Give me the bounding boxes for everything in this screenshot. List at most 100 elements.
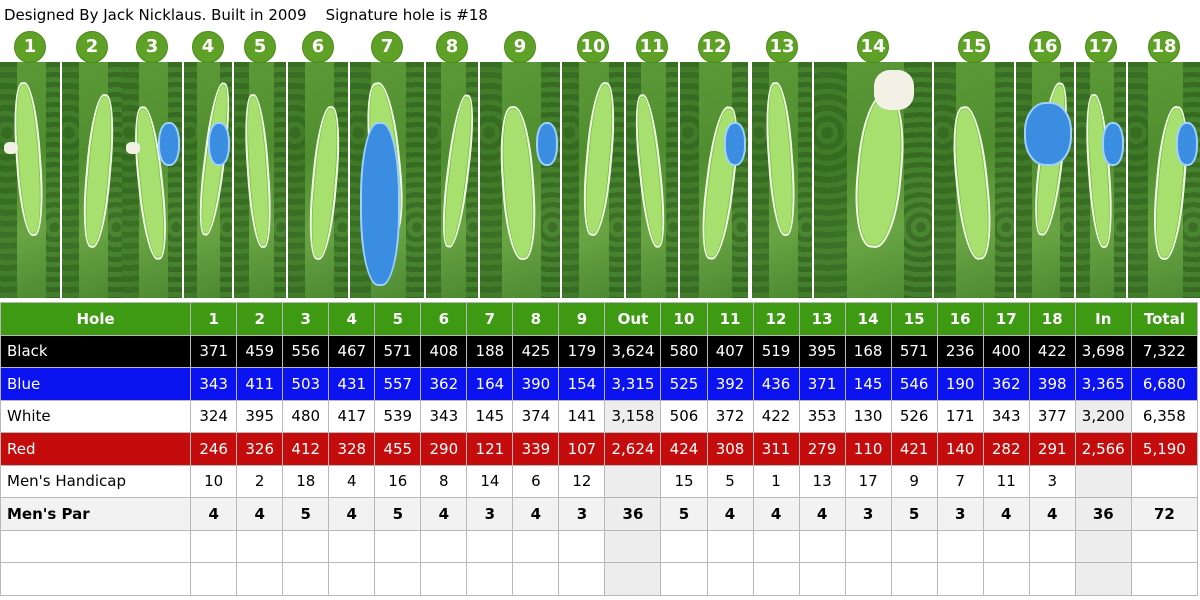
- score-cell: 328: [328, 432, 376, 466]
- score-cell: 3,200: [1074, 399, 1132, 433]
- score-cell: 353: [798, 399, 846, 433]
- hole-number-header: 3: [282, 302, 330, 336]
- score-cell: [236, 529, 284, 563]
- score-cell: 145: [466, 399, 514, 433]
- score-cell: 526: [890, 399, 938, 433]
- score-cell: 436: [752, 367, 800, 401]
- score-cell: 154: [558, 367, 606, 401]
- water-hazard: [208, 122, 230, 166]
- trees: [288, 62, 305, 298]
- hole-11-aerial-image: [626, 62, 678, 298]
- row-label: Black: [0, 334, 192, 368]
- score-cell: 422: [1028, 334, 1076, 368]
- score-cell: 3: [844, 497, 892, 531]
- score-cell: 5: [890, 497, 938, 531]
- hole-15-map[interactable]: 15: [934, 28, 1014, 300]
- score-cell: 374: [512, 399, 560, 433]
- hole-7-map[interactable]: 7: [350, 28, 424, 300]
- hole-10-aerial-image: [562, 62, 624, 298]
- hole-number-header: 17: [982, 302, 1030, 336]
- score-cell: 3,315: [604, 367, 662, 401]
- score-cell: 164: [466, 367, 514, 401]
- score-cell: 145: [844, 367, 892, 401]
- score-cell: 4: [752, 497, 800, 531]
- score-cell: 15: [660, 464, 708, 498]
- score-cell: [752, 562, 800, 596]
- hole-9-map[interactable]: 9: [480, 28, 560, 300]
- score-cell: 556: [282, 334, 330, 368]
- hole-number-badge: 7: [371, 31, 403, 63]
- hole-2-aerial-image: [62, 62, 122, 298]
- score-cell: 557: [374, 367, 422, 401]
- hole-6-map[interactable]: 6: [288, 28, 348, 300]
- hole-17-map[interactable]: 17: [1076, 28, 1126, 300]
- score-cell: 571: [890, 334, 938, 368]
- hole-1-map[interactable]: 1: [0, 28, 60, 300]
- score-cell: 3,698: [1074, 334, 1132, 368]
- score-cell: 16: [374, 464, 422, 498]
- score-cell: [190, 562, 238, 596]
- score-cell: [1130, 562, 1199, 596]
- trees: [994, 62, 1014, 298]
- hole-14-aerial-image: [814, 62, 932, 298]
- blue-row: Blue 343 411 503 431 557 362 164 390 154 3,315 525 3…: [0, 367, 1199, 401]
- water-hazard: [724, 122, 746, 166]
- score-cell: [558, 562, 606, 596]
- score-cell: 425: [512, 334, 560, 368]
- score-cell: 3: [558, 497, 606, 531]
- score-cell: 506: [660, 399, 708, 433]
- hole-8-map[interactable]: 8: [426, 28, 478, 300]
- score-cell: 503: [282, 367, 330, 401]
- trees: [752, 62, 769, 298]
- sand-bunker: [4, 142, 18, 154]
- hole-number-badge: 3: [136, 31, 168, 63]
- hole-2-map[interactable]: 2: [62, 28, 122, 300]
- trees: [0, 62, 17, 298]
- score-cell: 7: [936, 464, 984, 498]
- hole-4-map[interactable]: 4: [184, 28, 232, 300]
- hole-header-row: Hole 1 2 3 4 5 6 7 8 9 Out 10 11 12 13 14 15 16 17 18 In Tota…: [0, 302, 1199, 336]
- water-hazard: [158, 122, 180, 166]
- score-cell: [890, 562, 938, 596]
- score-cell: 6,358: [1130, 399, 1199, 433]
- hole-13-map[interactable]: 13: [752, 28, 812, 300]
- score-cell: 4: [190, 497, 238, 531]
- hole-3-map[interactable]: 3: [122, 28, 182, 300]
- row-label: [0, 529, 192, 563]
- score-cell: [604, 464, 662, 498]
- white-row: White 324 395 480 417 539 343 145 374 141 3,158 506…: [0, 399, 1199, 433]
- hole-12-map[interactable]: 12: [680, 28, 748, 300]
- hole-number-badge: 10: [577, 31, 609, 63]
- hole-number-header: 11: [706, 302, 754, 336]
- score-cell: [1074, 464, 1132, 498]
- hole-18-map[interactable]: 18: [1128, 28, 1200, 300]
- score-cell: 467: [328, 334, 376, 368]
- score-cell: 362: [982, 367, 1030, 401]
- hole-11-map[interactable]: 11: [626, 28, 678, 300]
- score-cell: 4: [420, 497, 468, 531]
- score-cell: [282, 529, 330, 563]
- trees: [480, 62, 503, 298]
- hole-number-badge: 4: [192, 31, 224, 63]
- score-cell: 1: [752, 464, 800, 498]
- score-cell: 236: [936, 334, 984, 368]
- score-cell: 190: [936, 367, 984, 401]
- score-cell: [282, 562, 330, 596]
- hole-10-map[interactable]: 10: [562, 28, 624, 300]
- score-cell: [374, 529, 422, 563]
- score-cell: 308: [706, 432, 754, 466]
- water-hazard: [1102, 122, 1124, 166]
- hole-5-map[interactable]: 5: [234, 28, 286, 300]
- score-cell: 279: [798, 432, 846, 466]
- score-cell: 5: [706, 464, 754, 498]
- score-cell: 398: [1028, 367, 1076, 401]
- hole-16-map[interactable]: 16: [1016, 28, 1074, 300]
- score-cell: 4: [328, 464, 376, 498]
- row-label: [0, 562, 192, 596]
- score-cell: 141: [558, 399, 606, 433]
- hole-number-badge: 11: [636, 31, 668, 63]
- trees: [814, 62, 848, 298]
- hole-14-map[interactable]: 14: [814, 28, 932, 300]
- sand-bunker: [126, 142, 140, 154]
- hole-3-aerial-image: [122, 62, 182, 298]
